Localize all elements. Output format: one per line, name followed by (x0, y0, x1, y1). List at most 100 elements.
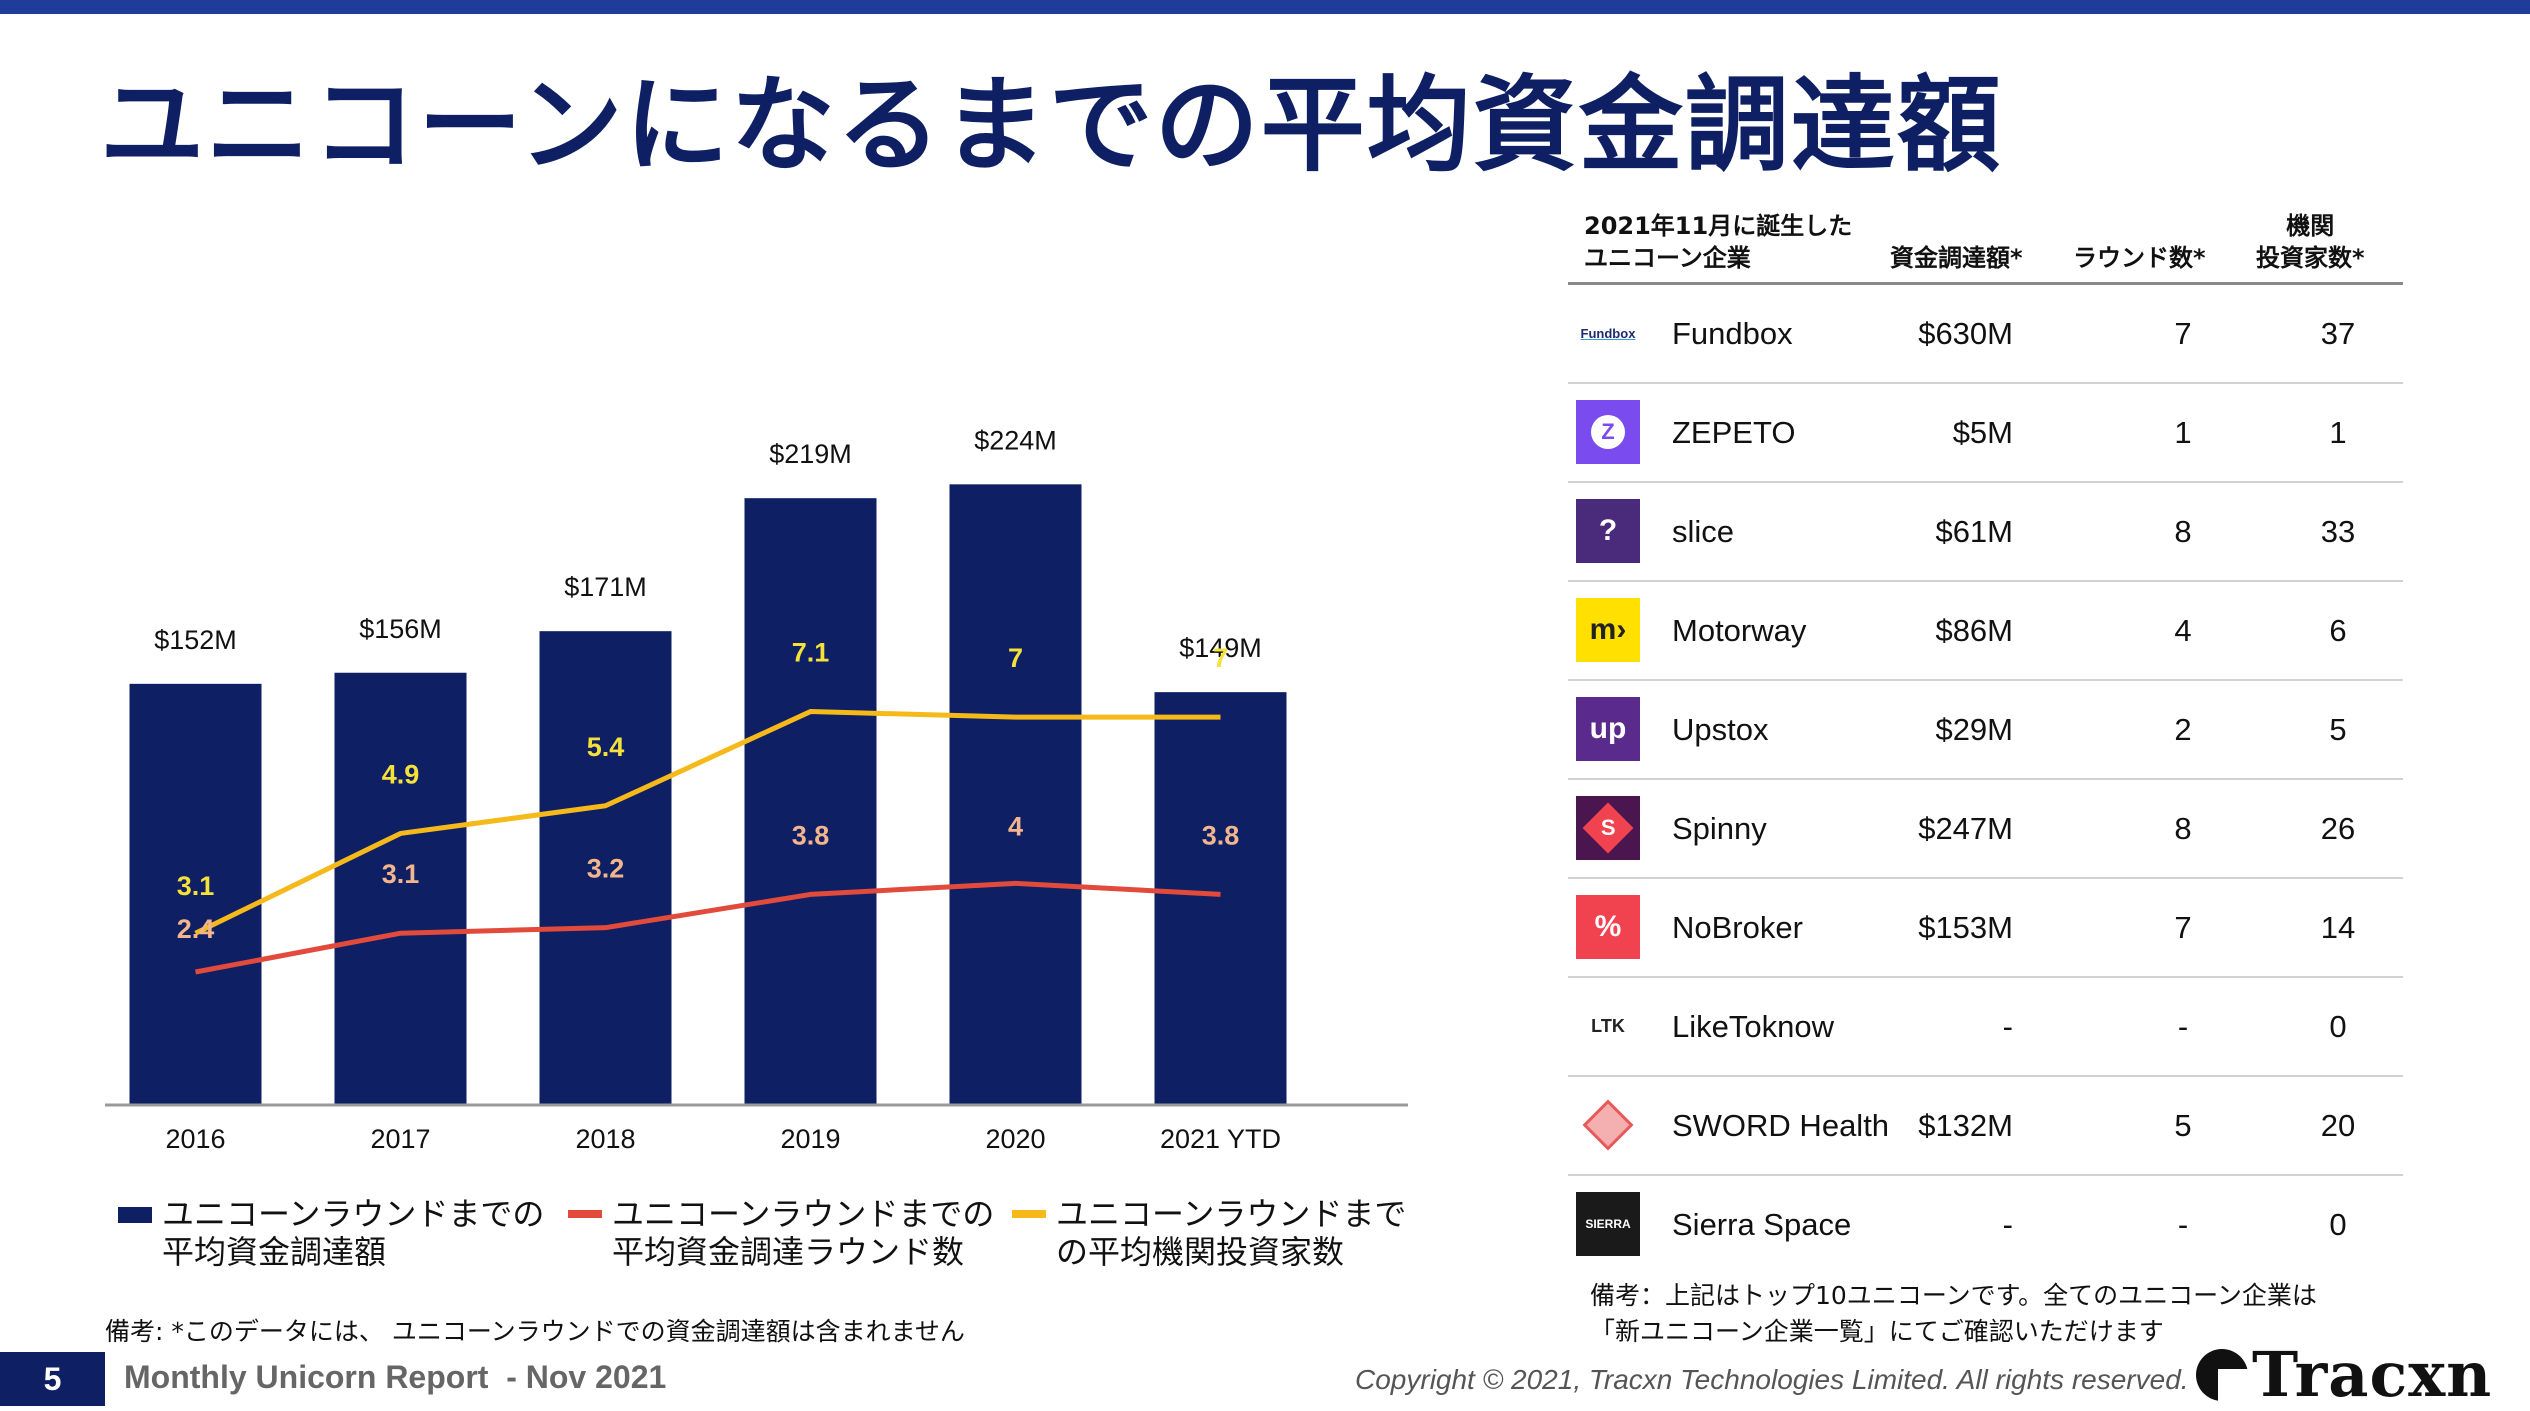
legend-bar-swatch (118, 1207, 152, 1223)
page-number: 5 (0, 1352, 105, 1406)
investor-count-label: 3.1 (177, 871, 215, 901)
round-count-label: 3.1 (382, 859, 420, 889)
table-note: 備考：上記はトップ10ユニコーンです。全てのユニコーン企業は 「新ユニコーン企業… (1590, 1278, 2317, 1350)
table-row: Fundbox Fundbox $630M 7 37 (1568, 285, 2403, 384)
bar-2021 YTD (1154, 692, 1287, 1105)
table-row: LTK LikeToknow - - 0 (1568, 978, 2403, 1077)
round-count: 4 (2174, 613, 2192, 648)
x-tick-label: 2017 (370, 1124, 430, 1154)
table-row: SWORD Health $132M 5 20 (1568, 1077, 2403, 1176)
funding-amount: $5M (1952, 415, 2013, 450)
chart-note: 備考: *このデータには、 ユニコーンラウンドでの資金調達額は含まれません (105, 1317, 965, 1346)
legend-yellow-label-2: の平均機関投資家数 (1056, 1233, 1345, 1271)
report-title: Monthly Unicorn Report - Nov 2021 (124, 1359, 667, 1395)
investor-count-label: 4.9 (382, 759, 420, 789)
header-investors: 機関 投資家数* (2256, 210, 2365, 274)
x-tick-label: 2020 (985, 1124, 1045, 1154)
company-logo-icon: m› (1576, 598, 1640, 662)
company-name: ZEPETO (1672, 415, 1796, 450)
header-company-line1: 2021年11月に誕生した (1584, 212, 1853, 240)
table-row: ? slice $61M 8 33 (1568, 483, 2403, 582)
investor-count-label: 7 (1213, 643, 1228, 673)
company-logo-icon: Z (1576, 400, 1640, 464)
table-note-line1: 備考：上記はトップ10ユニコーンです。全てのユニコーン企業は (1590, 1281, 2317, 1310)
investor-count: 5 (2329, 712, 2347, 747)
company-logo-icon: % (1576, 895, 1640, 959)
bar-value-label: $224M (974, 425, 1057, 455)
top-accent-bar (0, 0, 2530, 14)
round-count: - (2177, 1009, 2189, 1044)
bar-2017 (334, 672, 467, 1105)
investor-count: 26 (2320, 811, 2356, 846)
company-name: LikeToknow (1672, 1009, 1834, 1044)
funding-amount: $132M (1918, 1108, 2013, 1143)
bar-value-label: $171M (564, 572, 647, 602)
funding-amount: $630M (1918, 316, 2013, 351)
table-note-line2: 「新ユニコーン企業一覧」にてご確認いただけます (1590, 1317, 2164, 1346)
funding-amount: $86M (1935, 613, 2013, 648)
investor-count: 33 (2320, 514, 2356, 549)
funding-amount: $61M (1935, 514, 2013, 549)
table-row: SIERRA Sierra Space - - 0 (1568, 1176, 2403, 1273)
company-logo-icon: LTK (1576, 994, 1640, 1058)
funding-amount: $247M (1918, 811, 2013, 846)
tracxn-mark-icon (2196, 1348, 2248, 1401)
round-count-line (195, 880, 1221, 975)
investor-count-line (194, 709, 1221, 936)
company-logo-icon: Fundbox (1576, 301, 1640, 365)
bar-2016 (129, 683, 262, 1105)
investor-count: 1 (2329, 415, 2347, 450)
funding-amount: - (2002, 1009, 2013, 1044)
table-row: up Upstox $29M 2 5 (1568, 681, 2403, 780)
investor-count: 37 (2320, 316, 2356, 351)
round-count: - (2177, 1207, 2189, 1242)
legend-yellow-swatch (1012, 1210, 1046, 1218)
x-tick-label: 2018 (575, 1124, 635, 1154)
bar-value-label: $152M (154, 625, 237, 655)
header-investors-line2: 投資家数* (2256, 244, 2365, 272)
round-count: 7 (2174, 316, 2192, 351)
company-name: slice (1672, 514, 1735, 549)
round-count-label: 2.4 (177, 914, 215, 944)
company-logo-icon (1576, 1093, 1640, 1157)
header-amount: 資金調達額* (1890, 244, 2023, 272)
company-logo-icon: up (1576, 697, 1640, 761)
legend-bar: ユニコーンラウンドまでの 平均資金調達額 (118, 1195, 544, 1271)
funding-amount: $29M (1935, 712, 2013, 747)
company-name: NoBroker (1672, 910, 1803, 945)
bar-2018 (539, 631, 672, 1105)
investor-count-label: 7.1 (792, 638, 830, 668)
unicorn-table: 2021年11月に誕生した ユニコーン企業 資金調達額* ラウンド数* 機関 投… (1568, 196, 2403, 1273)
bar-value-label: $149M (1179, 633, 1262, 663)
round-count: 8 (2174, 811, 2192, 846)
x-tick-label: 2021 YTD (1160, 1124, 1281, 1154)
round-count: 7 (2174, 910, 2192, 945)
header-company-line2: ユニコーン企業 (1584, 244, 1751, 272)
round-count: 5 (2174, 1108, 2192, 1143)
legend-red-label-2: 平均資金調達ラウンド数 (612, 1233, 965, 1271)
company-name: Upstox (1672, 712, 1769, 747)
company-logo-icon: S (1576, 796, 1640, 860)
table-body: Fundbox Fundbox $630M 7 37 Z ZEPETO $5M 1 1? slice… (1568, 285, 2403, 1273)
header-rounds: ラウンド数* (2073, 244, 2206, 272)
table-row: % NoBroker $153M 7 14 (1568, 879, 2403, 978)
investor-count: 0 (2329, 1009, 2347, 1044)
investor-count: 6 (2329, 613, 2347, 648)
x-tick-label: 2016 (165, 1124, 225, 1154)
tracxn-wordmark: Tracxn (2252, 1338, 2493, 1411)
investor-count-label: 5.4 (587, 732, 625, 762)
round-count: 1 (2174, 415, 2192, 450)
round-count: 2 (2174, 712, 2192, 747)
table-row: S Spinny $247M 8 26 (1568, 780, 2403, 879)
funding-amount: $153M (1918, 910, 2013, 945)
round-count-label: 3.8 (1202, 820, 1240, 850)
header-company: 2021年11月に誕生した ユニコーン企業 (1584, 210, 1852, 274)
tracxn-logo: Tracxn (2196, 1338, 2492, 1411)
company-name: Motorway (1672, 613, 1807, 648)
legend-red-label-1: ユニコーンラウンドまでの (612, 1195, 995, 1233)
bar-2019 (744, 498, 877, 1105)
round-count: 8 (2174, 514, 2192, 549)
company-name: SWORD Health (1672, 1108, 1890, 1143)
bar-2020 (949, 484, 1082, 1105)
company-name: Sierra Space (1672, 1207, 1852, 1242)
